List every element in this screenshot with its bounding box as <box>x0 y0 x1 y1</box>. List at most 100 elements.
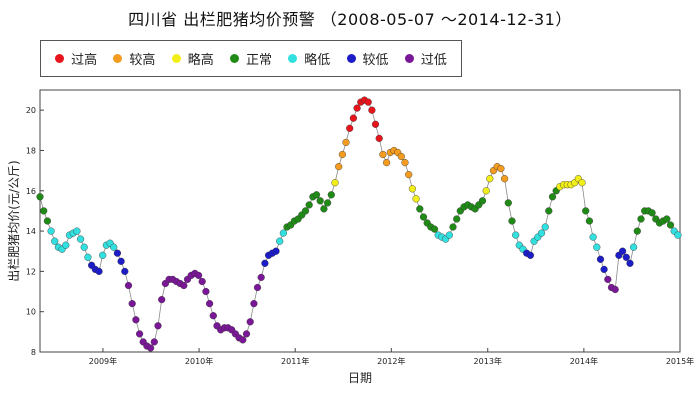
data-point-luedi <box>674 231 682 239</box>
data-point-zhengchang <box>478 197 487 205</box>
data-point-zhengchang <box>324 199 332 207</box>
data-point-zhengchang <box>40 207 48 215</box>
data-point-guogao <box>368 106 376 114</box>
legend-marker-jiaogao <box>113 54 123 63</box>
data-point-zhengchang <box>43 217 52 225</box>
data-point-guodi <box>132 316 140 324</box>
legend-item-zhengchang: 正常 <box>229 49 272 68</box>
data-point-jiaogao <box>338 150 347 159</box>
data-point-luedi <box>279 229 288 237</box>
data-point-jiaodi <box>261 259 269 267</box>
data-point-zhengchang <box>585 217 594 225</box>
data-point-luedi <box>593 243 601 251</box>
data-point-jiaodi <box>95 267 103 276</box>
data-point-guogao <box>371 120 380 128</box>
data-point-jiaodi <box>618 247 627 255</box>
data-point-zhengchang <box>316 197 324 205</box>
legend-marker-zhengchang <box>229 54 239 63</box>
data-point-guodi <box>136 330 144 338</box>
data-point-guodi <box>253 283 262 292</box>
x-tick-label: 2009年 <box>89 356 117 366</box>
data-point-jiaodi <box>596 255 605 263</box>
data-point-guodi <box>158 296 166 304</box>
price-line <box>39 99 679 349</box>
legend-item-jiaodi: 较低 <box>346 49 389 68</box>
data-point-jiaodi <box>117 257 125 265</box>
legend-marker-guodi <box>404 54 414 63</box>
data-point-zhengchang <box>301 207 310 215</box>
data-point-zhengchang <box>449 223 457 231</box>
data-point-luedi <box>47 227 55 235</box>
legend-label-luegao: 略高 <box>187 53 214 68</box>
data-point-jiaogao <box>335 163 343 171</box>
legend-label-jiaogao: 较高 <box>129 53 156 68</box>
data-point-guogao <box>375 134 383 143</box>
data-point-jiaogao <box>405 171 413 179</box>
legend-marker-luedi <box>288 54 298 63</box>
data-point-luedi <box>73 227 81 235</box>
data-point-jiaogao <box>497 165 505 173</box>
data-point-jiaogao <box>397 152 405 161</box>
data-point-zhengchang <box>416 205 424 213</box>
data-point-zhengchang <box>637 215 645 223</box>
legend-label-guogao: 过高 <box>71 53 98 68</box>
data-point-jiaogao <box>401 159 409 167</box>
y-tick-label: 16 <box>26 187 36 196</box>
x-axis-label: 日期 <box>348 371 372 385</box>
data-point-zhengchang <box>504 199 512 207</box>
legend-label-zhengchang: 正常 <box>245 53 272 68</box>
data-point-luegao <box>578 179 586 187</box>
data-point-luedi <box>445 231 453 239</box>
data-point-jiaodi <box>600 265 608 274</box>
data-point-guodi <box>604 275 612 284</box>
chart-title: 四川省 出栏肥猪均价预警 （2008-05-07 ～2014-12-31） <box>128 10 572 29</box>
data-point-jiaogao <box>342 138 350 147</box>
data-point-guodi <box>150 338 158 346</box>
data-point-jiaogao <box>379 150 387 159</box>
data-point-guodi <box>611 285 619 294</box>
data-point-luegao <box>412 195 420 203</box>
data-point-jiaodi <box>626 259 634 267</box>
data-point-guodi <box>250 300 258 308</box>
data-point-zhengchang <box>36 193 44 201</box>
data-point-guogao <box>349 114 358 122</box>
data-point-zhengchang <box>453 215 461 223</box>
data-point-guodi <box>257 273 265 282</box>
y-tick-label: 8 <box>31 348 36 357</box>
y-tick-label: 10 <box>26 308 36 317</box>
data-point-zhengchang <box>320 205 328 213</box>
data-point-luedi <box>541 223 549 231</box>
data-point-zhengchang <box>633 227 641 235</box>
data-point-guodi <box>124 281 133 290</box>
data-point-zhengchang <box>508 217 516 225</box>
data-point-guodi <box>154 322 162 330</box>
data-point-zhengchang <box>419 213 428 221</box>
y-tick-label: 18 <box>26 146 36 155</box>
data-point-zhengchang <box>648 209 656 217</box>
data-point-guodi <box>209 312 217 320</box>
data-point-guogao <box>346 124 354 132</box>
legend-item-luedi: 略低 <box>288 49 330 68</box>
data-point-luedi <box>99 251 107 259</box>
data-point-jiaogao <box>501 175 509 183</box>
data-point-zhengchang <box>312 191 321 199</box>
x-tick-label: 2013年 <box>474 356 502 366</box>
data-point-guodi <box>202 287 210 296</box>
x-tick-label: 2015年 <box>666 356 694 366</box>
data-point-luedi <box>76 235 85 243</box>
x-tick-label: 2011年 <box>281 356 309 366</box>
y-tick-label: 20 <box>26 106 36 115</box>
legend-label-guodi: 过低 <box>420 53 447 68</box>
data-point-jiaodi <box>113 249 122 257</box>
legend-marker-guogao <box>55 54 65 63</box>
data-point-guodi <box>239 336 247 344</box>
data-point-luedi <box>537 229 546 237</box>
data-point-luedi <box>589 233 597 241</box>
data-point-luedi <box>110 243 118 251</box>
data-point-zhengchang <box>430 225 439 233</box>
axes: 8 10 12 14 16 18 20 2009年 2010年 2011年 2012年 2013年 20… <box>26 106 694 366</box>
data-point-luedi <box>84 253 92 261</box>
y-tick-label: 14 <box>26 227 36 236</box>
data-point-guodi <box>246 318 254 326</box>
y-axis-label: 出栏肥猪均价(元/公斤) <box>6 160 21 281</box>
